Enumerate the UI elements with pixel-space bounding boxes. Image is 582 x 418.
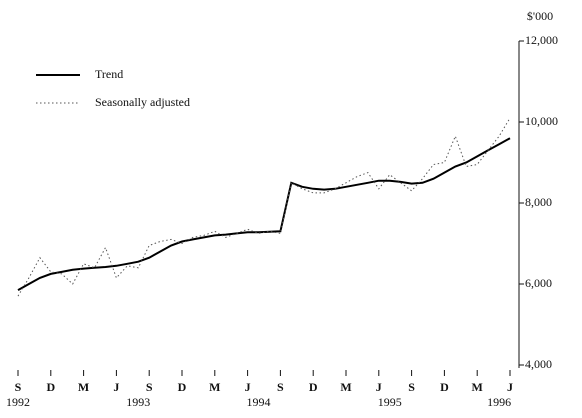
x-tick-label: J bbox=[245, 380, 251, 394]
y-tick-label: 8,000 bbox=[525, 195, 552, 209]
x-tick-label: D bbox=[309, 380, 318, 394]
x-tick-label: J bbox=[113, 380, 119, 394]
x-tick-label: M bbox=[78, 380, 89, 394]
x-tick-label: S bbox=[408, 380, 415, 394]
x-tick-label: M bbox=[472, 380, 483, 394]
x-tick-label: S bbox=[146, 380, 153, 394]
x-tick-label: D bbox=[46, 380, 55, 394]
legend-label: Seasonally adjusted bbox=[95, 95, 190, 109]
series-line bbox=[17, 117, 511, 297]
year-label: 1996 bbox=[487, 395, 511, 409]
x-tick-label: D bbox=[178, 380, 187, 394]
x-tick-label: S bbox=[15, 380, 22, 394]
year-label: 1993 bbox=[126, 395, 150, 409]
y-tick-label: 6,000 bbox=[525, 276, 552, 290]
y-unit: $'000 bbox=[527, 9, 553, 23]
year-label: 1992 bbox=[6, 395, 30, 409]
x-tick-label: S bbox=[277, 380, 284, 394]
y-tick-label: 12,000 bbox=[525, 33, 558, 47]
year-label: 1995 bbox=[378, 395, 402, 409]
x-tick-label: D bbox=[440, 380, 449, 394]
y-tick-label: 10,000 bbox=[525, 114, 558, 128]
y-tick-label: 4,000 bbox=[525, 357, 552, 371]
x-tick-label: J bbox=[507, 380, 513, 394]
year-label: 1994 bbox=[247, 395, 271, 409]
x-tick-label: M bbox=[340, 380, 351, 394]
legend-label: Trend bbox=[95, 67, 123, 81]
series-line bbox=[17, 137, 511, 291]
x-tick-label: M bbox=[209, 380, 220, 394]
x-tick-label: J bbox=[376, 380, 382, 394]
